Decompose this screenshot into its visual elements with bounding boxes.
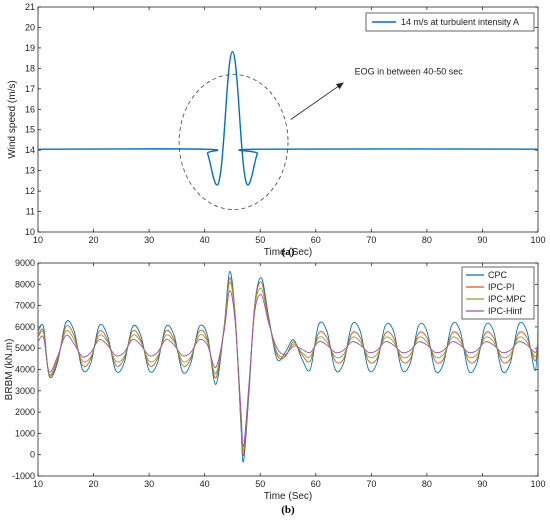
chart-b-legend: CPC IPC-PI IPC-MPC IPC-Hinf bbox=[461, 266, 535, 320]
x-tick-label: 70 bbox=[366, 479, 376, 489]
x-tick-label: 90 bbox=[477, 479, 487, 489]
eog-highlight-circle bbox=[178, 74, 289, 210]
y-tick-label: 5000 bbox=[15, 343, 35, 353]
y-tick-label: 9000 bbox=[15, 258, 35, 268]
legend-label: IPC-MPC bbox=[488, 294, 527, 304]
x-tick-label: 40 bbox=[200, 479, 210, 489]
eog-annotation-arrow bbox=[290, 82, 344, 120]
x-tick-label: 60 bbox=[311, 479, 321, 489]
legend-label: 14 m/s at turbulent intensity A bbox=[401, 17, 519, 27]
y-tick-label: 12 bbox=[25, 186, 35, 196]
y-tick-label: 15 bbox=[25, 125, 35, 135]
chart-a-caption: (a) bbox=[282, 246, 295, 258]
legend-box bbox=[461, 266, 535, 320]
y-tick-label: 0 bbox=[30, 450, 35, 460]
y-tick-label: 16 bbox=[25, 104, 35, 114]
x-tick-label: 70 bbox=[366, 235, 376, 245]
y-tick-label: 17 bbox=[25, 84, 35, 94]
chart-a-axes-box bbox=[37, 6, 539, 233]
x-tick-label: 10 bbox=[33, 235, 43, 245]
x-tick-label: 30 bbox=[144, 479, 154, 489]
x-tick-label: 20 bbox=[89, 479, 99, 489]
series-line-ipc-mpc bbox=[37, 281, 539, 452]
x-tick-label: 20 bbox=[89, 235, 99, 245]
x-tick-label: 100 bbox=[530, 479, 545, 489]
y-tick-label: 13 bbox=[25, 166, 35, 176]
x-tick-label: 30 bbox=[144, 235, 154, 245]
chart-b-caption: (b) bbox=[281, 504, 295, 516]
legend-label: IPC-PI bbox=[488, 282, 515, 292]
chart-a-y-axis-label: Wind speed (m/s) bbox=[7, 80, 18, 158]
chart-a-ticks: 10 20 30 40 50 60 70 80 90 100 10 11 12 13 14 15 16 17 18 1… bbox=[25, 2, 546, 245]
y-tick-label: 7000 bbox=[15, 301, 35, 311]
y-tick-label: 21 bbox=[25, 2, 35, 12]
x-tick-label: 50 bbox=[255, 479, 265, 489]
series-line-ipc-hinf bbox=[37, 290, 539, 448]
y-tick-label: 6000 bbox=[15, 322, 35, 332]
chart-b-series bbox=[37, 271, 539, 463]
chart-b-y-axis-label: BRBM (kN.m) bbox=[4, 339, 15, 401]
y-tick-label: 10 bbox=[25, 227, 35, 237]
y-tick-label: 18 bbox=[25, 63, 35, 73]
series-line-ipc-pi bbox=[37, 277, 539, 457]
chart-a-legend: 14 m/s at turbulent intensity A bbox=[365, 12, 535, 32]
chart-a-series bbox=[37, 50, 539, 186]
x-tick-label: 60 bbox=[311, 235, 321, 245]
y-tick-label: 2000 bbox=[15, 407, 35, 417]
x-tick-label: 50 bbox=[255, 235, 265, 245]
series-line-cpc bbox=[37, 271, 539, 463]
eog-annotation-text: EOG in between 40-50 sec bbox=[355, 67, 464, 77]
x-tick-label: 80 bbox=[422, 479, 432, 489]
series-line-14-m-s-at-turbulent-intensity-a bbox=[37, 50, 539, 186]
y-tick-label: 14 bbox=[25, 145, 35, 155]
x-tick-label: 100 bbox=[530, 235, 545, 245]
y-tick-label: 8000 bbox=[15, 279, 35, 289]
chart-a: 10 20 30 40 50 60 70 80 90 100 10 11 12 13 14 15 16 17 18 1… bbox=[7, 2, 546, 258]
x-tick-label: 80 bbox=[422, 235, 432, 245]
x-tick-label: 10 bbox=[33, 479, 43, 489]
y-tick-label: 11 bbox=[26, 207, 35, 217]
y-tick-label: 19 bbox=[25, 43, 35, 53]
chart-b-x-axis-label: Time (Sec) bbox=[264, 491, 313, 502]
chart-b: 10 20 30 40 50 60 70 80 90 100 -1000 0 1000 2000 3000 4… bbox=[4, 258, 546, 516]
x-tick-label: 40 bbox=[200, 235, 210, 245]
y-tick-label: 3000 bbox=[15, 386, 35, 396]
chart-a-x-axis-label: Time (Sec) bbox=[264, 247, 313, 258]
legend-label: IPC-Hinf bbox=[488, 306, 523, 316]
eog-annotation-arrowhead bbox=[335, 82, 344, 90]
y-tick-label: -1000 bbox=[12, 471, 35, 481]
chart-b-ticks: 10 20 30 40 50 60 70 80 90 100 -1000 0 1000 2000 3000 4… bbox=[12, 258, 546, 489]
x-tick-label: 90 bbox=[477, 235, 487, 245]
y-tick-label: 4000 bbox=[15, 365, 35, 375]
legend-box bbox=[365, 12, 535, 32]
legend-label: CPC bbox=[488, 270, 508, 280]
y-tick-label: 1000 bbox=[15, 428, 35, 438]
y-tick-label: 20 bbox=[25, 22, 35, 32]
